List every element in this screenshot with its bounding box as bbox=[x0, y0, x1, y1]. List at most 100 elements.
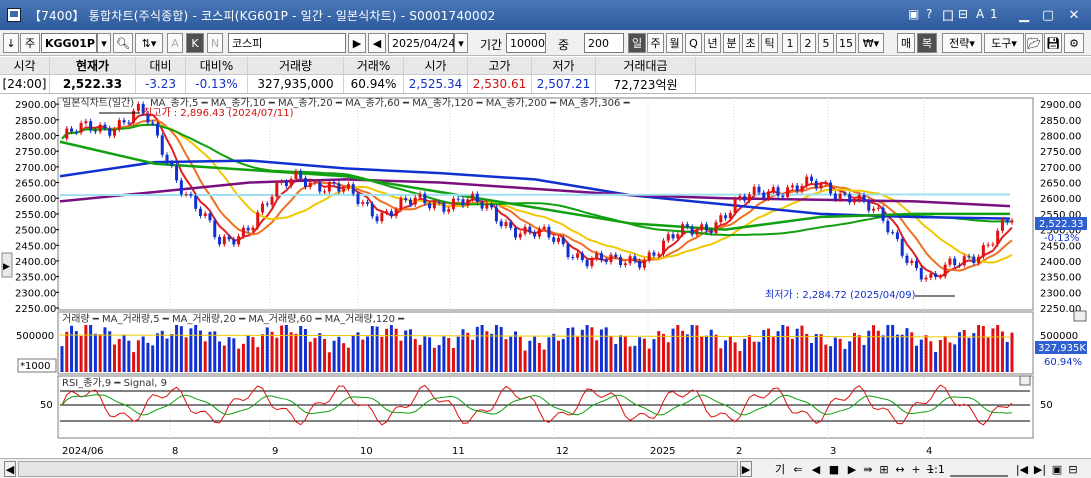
save-icon[interactable]: 💾︎ bbox=[1044, 33, 1062, 53]
chart-area[interactable]: 2900.00 2900.00 2850.00 2850.00 2800.00 2800.… bbox=[0, 95, 1091, 458]
tab-5[interactable]: 5 bbox=[818, 33, 834, 53]
settings-icon[interactable]: ⚙ bbox=[1064, 33, 1084, 53]
export-icon[interactable]: ⊟ bbox=[1068, 462, 1078, 476]
rsi-menu-icon[interactable] bbox=[1019, 375, 1031, 386]
candle-body bbox=[776, 187, 780, 196]
candle-body bbox=[647, 252, 651, 261]
split-icon[interactable]: ⊟ bbox=[958, 7, 969, 21]
tab-minute[interactable]: 분 bbox=[723, 33, 740, 53]
date-input[interactable]: 2025/04/24 bbox=[388, 33, 455, 53]
candle-body bbox=[294, 171, 298, 179]
zoom-in-button[interactable]: + bbox=[911, 462, 921, 476]
volume-bar bbox=[929, 341, 933, 372]
volume-bar bbox=[776, 331, 780, 372]
sort-icon[interactable]: ⇅▾ bbox=[135, 33, 163, 53]
layout-icon[interactable]: 囗 bbox=[942, 9, 955, 23]
count-input[interactable]: 200 bbox=[584, 33, 624, 53]
candle-body bbox=[556, 237, 560, 242]
index-button[interactable]: A bbox=[167, 33, 183, 53]
volume-bar bbox=[466, 332, 470, 372]
status-btn-2[interactable]: ⇐ bbox=[793, 462, 803, 476]
tab-day[interactable]: 일 bbox=[628, 33, 646, 53]
status-btn-4[interactable]: ■ bbox=[828, 462, 840, 476]
last-icon[interactable]: ▶| bbox=[1033, 462, 1047, 476]
period-input[interactable]: 10000 bbox=[506, 33, 546, 53]
candle-body bbox=[919, 268, 923, 280]
search-icon[interactable]: 🔍︎ bbox=[113, 33, 133, 53]
k-button[interactable]: K bbox=[186, 33, 204, 53]
candle-body bbox=[623, 263, 627, 266]
status-btn-7[interactable]: ⊞ bbox=[879, 462, 889, 476]
tab-tick[interactable]: 틱 bbox=[761, 33, 778, 53]
app-icon[interactable] bbox=[7, 8, 21, 22]
candle-body bbox=[599, 253, 603, 261]
ma-line-long bbox=[59, 140, 1010, 231]
close-icon[interactable]: ✕ bbox=[1068, 7, 1080, 23]
minimize-icon[interactable]: ▁ bbox=[1019, 7, 1029, 23]
volume-bar bbox=[1000, 331, 1004, 372]
down-arrow-button[interactable]: ↓ bbox=[3, 33, 19, 53]
left-panel-toggle[interactable] bbox=[1, 252, 13, 278]
status-bar: ◀ ▶ 기 ⇐ ◀ ■ ▶ ⇛ ⊞ ↔ + − 1:1 |◀ ▶| ▣ ⊟ bbox=[0, 458, 1091, 478]
left-toggle-icon[interactable]: ▶ bbox=[3, 262, 10, 272]
open-icon[interactable]: 📂︎ bbox=[1025, 33, 1043, 53]
volume-legend: 거래량 ━ MA_거래량,5 ━ MA_거래량,20 ━ MA_거래량,60 ━… bbox=[62, 313, 405, 325]
status-btn-6[interactable]: ⇛ bbox=[863, 462, 873, 476]
code-input[interactable]: KGG01P bbox=[41, 33, 97, 53]
chart-svg[interactable]: 2900.00 2900.00 2850.00 2850.00 2800.00 2800.… bbox=[0, 95, 1091, 458]
zoom-out-button[interactable]: − bbox=[925, 462, 935, 476]
market-select[interactable]: 주 bbox=[20, 33, 40, 53]
maximize-icon[interactable]: ▢ bbox=[1041, 7, 1055, 23]
number-icon[interactable]: 1 bbox=[990, 7, 998, 21]
status-btn-8[interactable]: ↔ bbox=[895, 462, 905, 476]
tab-quarter[interactable]: Q bbox=[685, 33, 702, 53]
currency-button[interactable]: ₩ ▾ bbox=[858, 33, 884, 53]
tab-1[interactable]: 1 bbox=[782, 33, 798, 53]
candle-body bbox=[767, 191, 771, 199]
scroll-left-icon[interactable]: ◀ bbox=[4, 461, 16, 477]
next-icon[interactable]: ▶ bbox=[348, 33, 366, 53]
status-btn-3[interactable]: ◀ bbox=[811, 462, 821, 476]
double-button[interactable]: 복 bbox=[917, 33, 937, 53]
prev-icon[interactable]: ◀ bbox=[368, 33, 386, 53]
price-axis-left-label: 2900.00 bbox=[15, 100, 56, 111]
ma-legend: MA_종가,5 ━ MA_종가,10 ━ MA_종가,20 ━ MA_종가,60… bbox=[150, 97, 631, 109]
tools-button[interactable]: 도구 ▾ bbox=[984, 33, 1024, 53]
horizontal-scrollbar[interactable] bbox=[18, 461, 738, 477]
volume-bar bbox=[652, 339, 656, 372]
volume-bar bbox=[790, 338, 794, 372]
strategy-button[interactable]: 전략 ▾ bbox=[942, 33, 982, 53]
print-icon[interactable]: ▣ bbox=[1051, 462, 1063, 476]
candle-body bbox=[179, 180, 183, 195]
pin-icon[interactable]: ▣ bbox=[908, 7, 920, 21]
candle-body bbox=[571, 257, 575, 259]
help-icon[interactable]: ? bbox=[926, 7, 933, 21]
volume-bar bbox=[795, 328, 799, 372]
candle-body bbox=[981, 245, 985, 257]
candle-body bbox=[213, 220, 217, 237]
volume-bar bbox=[991, 328, 995, 372]
volume-bar bbox=[428, 337, 432, 372]
code-dropdown-icon[interactable]: ▾ bbox=[97, 33, 111, 53]
status-btn-1[interactable]: 기 bbox=[774, 463, 786, 476]
scroll-right-icon[interactable]: ▶ bbox=[740, 461, 752, 477]
name-field[interactable]: 코스피 bbox=[228, 33, 346, 53]
tab-month[interactable]: 월 bbox=[666, 33, 683, 53]
buy-button[interactable]: 매 bbox=[897, 33, 915, 53]
n-button[interactable]: N bbox=[207, 33, 223, 53]
volume-scroll-icon[interactable] bbox=[1073, 310, 1087, 322]
first-icon[interactable]: |◀ bbox=[1015, 462, 1029, 476]
volume-tag-box bbox=[1035, 341, 1087, 354]
status-btn-5[interactable]: ▶ bbox=[847, 462, 857, 476]
tab-second[interactable]: 초 bbox=[742, 33, 759, 53]
volume-bar bbox=[852, 332, 856, 372]
tab-year[interactable]: 년 bbox=[704, 33, 721, 53]
font-icon[interactable]: A bbox=[976, 7, 985, 21]
tab-week[interactable]: 주 bbox=[647, 33, 664, 53]
candle-body bbox=[442, 202, 446, 212]
zoom-slider[interactable] bbox=[950, 461, 1008, 477]
tab-15[interactable]: 15 bbox=[836, 33, 856, 53]
date-dropdown-icon[interactable]: ▾ bbox=[454, 33, 468, 53]
tab-2[interactable]: 2 bbox=[800, 33, 816, 53]
rsi-panel[interactable] bbox=[57, 375, 1034, 439]
